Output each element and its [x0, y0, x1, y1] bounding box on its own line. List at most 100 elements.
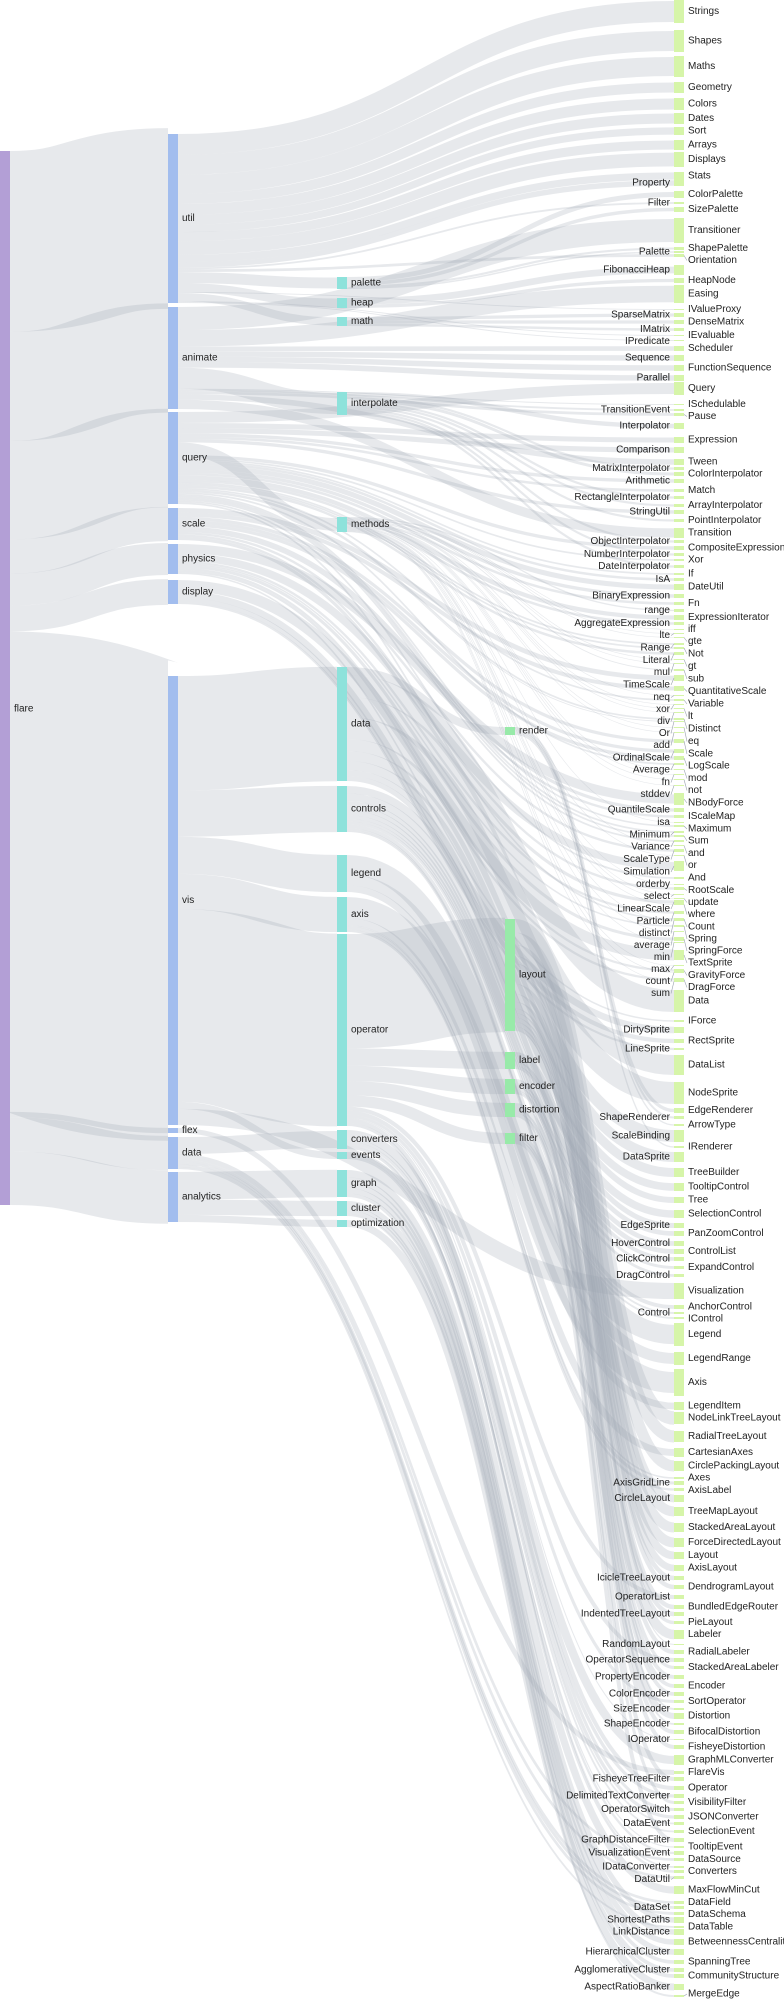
- leaf-node-Transition[interactable]: [674, 528, 684, 538]
- leaf-node-AxisGridLine[interactable]: [674, 1481, 684, 1485]
- leaf-node-Visualization[interactable]: [674, 1283, 684, 1299]
- leaf-node-ScaleType[interactable]: [674, 849, 684, 852]
- node-query[interactable]: [168, 412, 178, 504]
- leaf-node-Average[interactable]: [674, 763, 684, 765]
- leaf-node-DenseMatrix[interactable]: [674, 320, 684, 324]
- leaf-node-LegendRange[interactable]: [674, 1352, 684, 1365]
- leaf-node-Not[interactable]: [674, 647, 684, 649]
- leaf-node-IOperator[interactable]: [674, 1739, 684, 1740]
- leaf-node-SizePalette[interactable]: [674, 207, 684, 212]
- leaf-node-Orientation[interactable]: [674, 254, 684, 257]
- leaf-node-Maximum[interactable]: [674, 825, 684, 827]
- node-encoder[interactable]: [505, 1079, 515, 1094]
- leaf-node-Literal[interactable]: [674, 652, 684, 655]
- leaf-node-ScaleBinding[interactable]: [674, 1130, 684, 1142]
- leaf-node-VisibilityFilter[interactable]: [674, 1801, 684, 1804]
- leaf-node-range[interactable]: [674, 609, 684, 612]
- leaf-node-ArrowType[interactable]: [674, 1124, 684, 1126]
- node-display[interactable]: [168, 580, 178, 604]
- leaf-node-RectangleInterpolator[interactable]: [674, 496, 684, 499]
- leaf-node-QuantileScale[interactable]: [674, 808, 684, 812]
- leaf-node-Tween[interactable]: [674, 459, 684, 465]
- leaf-node-Particle[interactable]: [674, 911, 684, 914]
- leaf-node-And[interactable]: [674, 877, 684, 879]
- leaf-node-StackedAreaLayout[interactable]: [674, 1523, 684, 1532]
- leaf-node-eq[interactable]: [674, 727, 684, 728]
- node-cluster[interactable]: [337, 1201, 347, 1216]
- leaf-node-IValueProxy[interactable]: [674, 309, 684, 310]
- leaf-node-DataEvent[interactable]: [674, 1822, 684, 1825]
- leaf-node-iff[interactable]: [674, 629, 684, 630]
- leaf-node-NumberInterpolator[interactable]: [674, 553, 684, 556]
- leaf-node-or[interactable]: [674, 855, 684, 856]
- leaf-node-DataField[interactable]: [674, 1901, 684, 1904]
- leaf-node-SpanningTree[interactable]: [674, 1960, 684, 1964]
- leaf-node-Interpolator[interactable]: [674, 423, 684, 429]
- leaf-node-DataSchema[interactable]: [674, 1912, 684, 1915]
- node-animate[interactable]: [168, 307, 178, 409]
- leaf-node-ShapeEncoder[interactable]: [674, 1723, 684, 1725]
- leaf-node-DataList[interactable]: [674, 1055, 684, 1075]
- leaf-node-ArrayInterpolator[interactable]: [674, 504, 684, 507]
- leaf-node-IPredicate[interactable]: [674, 340, 684, 341]
- leaf-node-IRenderer[interactable]: [674, 1146, 684, 1148]
- leaf-node-AgglomerativeCluster[interactable]: [674, 1968, 684, 1972]
- leaf-node-FisheyeDistortion[interactable]: [674, 1745, 684, 1749]
- leaf-node-TooltipControl[interactable]: [674, 1183, 684, 1191]
- leaf-node-Comparison[interactable]: [674, 447, 684, 453]
- leaf-node-OperatorList[interactable]: [674, 1595, 684, 1599]
- leaf-node-GravityForce[interactable]: [674, 969, 684, 972]
- leaf-node-LinkDistance[interactable]: [674, 1929, 684, 1935]
- leaf-node-IDataConverter[interactable]: [674, 1866, 684, 1868]
- leaf-node-HierarchicalCluster[interactable]: [674, 1949, 684, 1955]
- leaf-node-CircleLayout[interactable]: [674, 1495, 684, 1502]
- leaf-node-SelectionEvent[interactable]: [674, 1830, 684, 1833]
- leaf-node-OperatorSequence[interactable]: [674, 1658, 684, 1662]
- leaf-node-Labeler[interactable]: [674, 1630, 684, 1639]
- leaf-node-TreeBuilder[interactable]: [674, 1168, 684, 1177]
- leaf-node-EdgeSprite[interactable]: [674, 1223, 684, 1228]
- leaf-node-BetweennessCentrality[interactable]: [674, 1939, 684, 1945]
- leaf-node-count[interactable]: [674, 972, 684, 973]
- leaf-node-Transitioner[interactable]: [674, 218, 684, 243]
- leaf-node-Axis[interactable]: [674, 1369, 684, 1396]
- leaf-node-Distinct[interactable]: [674, 718, 684, 720]
- node-physics[interactable]: [168, 544, 178, 574]
- leaf-node-Layout[interactable]: [674, 1552, 684, 1559]
- leaf-node-AnchorControl[interactable]: [674, 1305, 684, 1309]
- node-operator[interactable]: [337, 934, 347, 1126]
- node-interpolate[interactable]: [337, 392, 347, 415]
- leaf-node-FlareVis[interactable]: [674, 1771, 684, 1774]
- leaf-node-Colors[interactable]: [674, 98, 684, 110]
- leaf-node-gt[interactable]: [674, 659, 684, 660]
- leaf-node-PieLayout[interactable]: [674, 1621, 684, 1624]
- node-graph[interactable]: [337, 1170, 347, 1197]
- leaf-node-GraphDistanceFilter[interactable]: [674, 1838, 684, 1842]
- leaf-node-PointInterpolator[interactable]: [674, 519, 684, 522]
- leaf-node-ForceDirectedLayout[interactable]: [674, 1538, 684, 1547]
- leaf-node-ColorInterpolator[interactable]: [674, 472, 684, 476]
- leaf-node-TransitionEvent[interactable]: [674, 409, 684, 411]
- leaf-node-AggregateExpression[interactable]: [674, 622, 684, 625]
- node-optimization[interactable]: [337, 1220, 347, 1227]
- leaf-node-LegendItem[interactable]: [674, 1402, 684, 1410]
- leaf-node-DelimitedTextConverter[interactable]: [674, 1794, 684, 1798]
- leaf-node-Operator[interactable]: [674, 1786, 684, 1790]
- leaf-node-max[interactable]: [674, 965, 684, 966]
- leaf-node-MergeEdge[interactable]: [674, 1995, 684, 1997]
- leaf-node-ExpressionIterator[interactable]: [674, 615, 684, 620]
- leaf-node-FisheyeTreeFilter[interactable]: [674, 1777, 684, 1781]
- leaf-node-Palette[interactable]: [674, 251, 684, 253]
- leaf-node-ExpandControl[interactable]: [674, 1266, 684, 1269]
- leaf-node-Simulation[interactable]: [674, 861, 684, 871]
- leaf-node-Easing[interactable]: [674, 285, 684, 303]
- node-util[interactable]: [168, 134, 178, 303]
- leaf-node-StringUtil[interactable]: [674, 510, 684, 514]
- leaf-node-Axes[interactable]: [674, 1477, 684, 1479]
- leaf-node-Control[interactable]: [674, 1312, 684, 1314]
- leaf-node-mul[interactable]: [674, 663, 684, 664]
- leaf-node-StackedAreaLabeler[interactable]: [674, 1666, 684, 1669]
- leaf-node-CirclePackingLayout[interactable]: [674, 1461, 684, 1471]
- leaf-node-TooltipEvent[interactable]: [674, 1846, 684, 1848]
- leaf-node-Sum[interactable]: [674, 835, 684, 837]
